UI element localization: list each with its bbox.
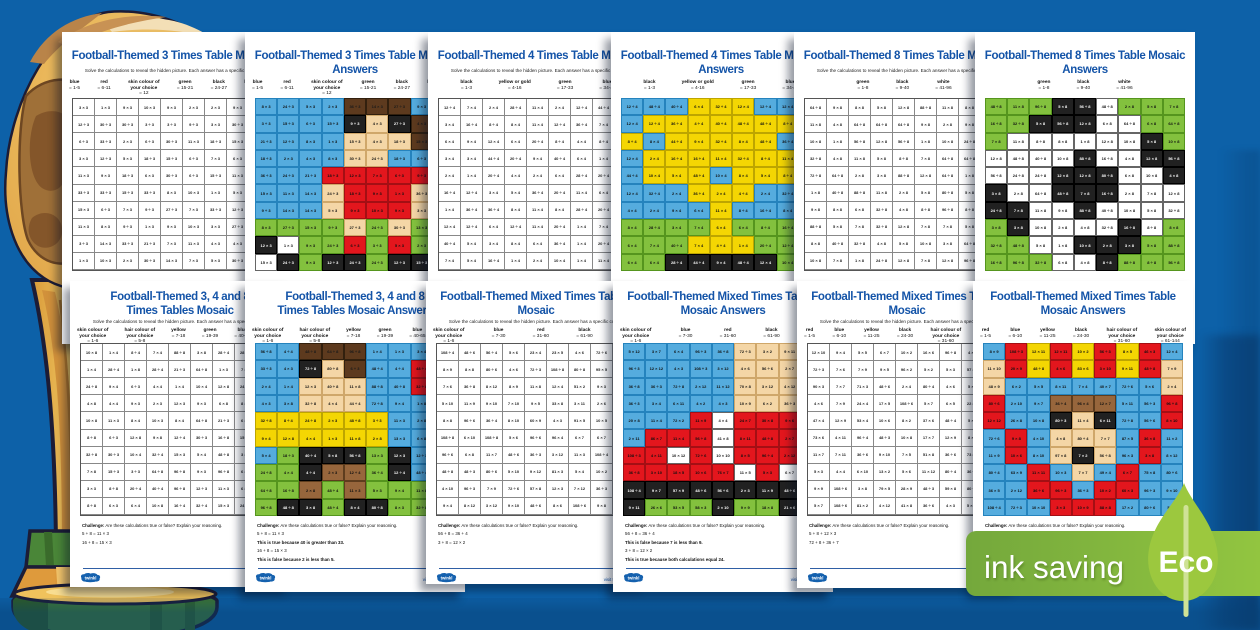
svg-text:twinkl: twinkl	[812, 575, 824, 580]
svg-text:twinkl: twinkl	[628, 575, 640, 580]
svg-text:Eco: Eco	[1158, 546, 1213, 579]
svg-text:ink saving: ink saving	[984, 549, 1124, 585]
svg-text:twinkl: twinkl	[85, 575, 97, 580]
svg-text:twinkl: twinkl	[260, 575, 272, 580]
svg-text:twinkl: twinkl	[441, 575, 453, 580]
